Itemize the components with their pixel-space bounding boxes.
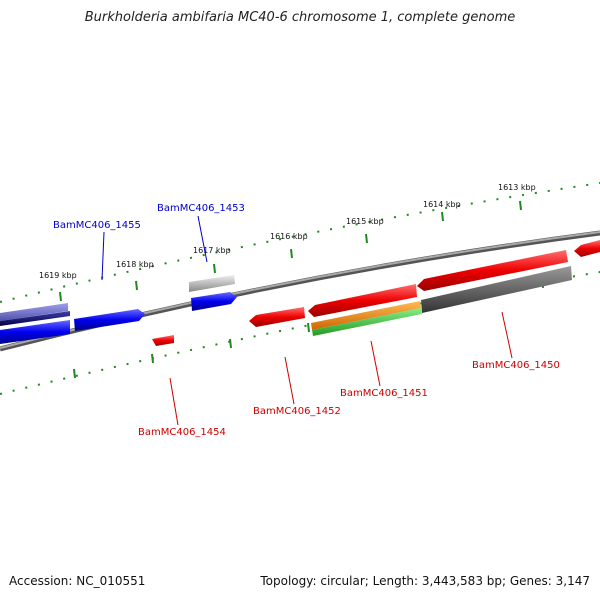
gene-blue-forward-1[interactable] xyxy=(0,320,70,344)
gene-BamMC406_1450[interactable] xyxy=(421,266,572,313)
outer-major-ticks xyxy=(59,200,522,302)
tick-label-1617: 1617 kbp xyxy=(193,246,231,255)
gene-label-1454[interactable]: BamMC406_1454 xyxy=(138,427,226,438)
gene-BamMC406_1454[interactable] xyxy=(152,335,174,346)
gene-label-1451[interactable]: BamMC406_1451 xyxy=(340,388,428,399)
leader-line-1453 xyxy=(197,215,208,263)
gene-label-1453[interactable]: BamMC406_1453 xyxy=(157,203,245,214)
leader-line-1454 xyxy=(169,377,179,426)
gene-label-1450[interactable]: BamMC406_1450 xyxy=(472,360,560,371)
tick-label-1618: 1618 kbp xyxy=(116,260,154,269)
gene-BamMC406_1453-segment[interactable] xyxy=(189,275,235,292)
gene-red-right[interactable] xyxy=(574,240,600,257)
gene-purple-forward[interactable] xyxy=(0,303,68,321)
gene-blue-forward-2[interactable] xyxy=(74,309,145,331)
gene-BamMC406_1452[interactable] xyxy=(249,307,305,327)
tick-label-1615: 1615 kbp xyxy=(346,217,384,226)
gene-label-1455[interactable]: BamMC406_1455 xyxy=(53,220,141,231)
gene-BamMC406_1450-red[interactable] xyxy=(417,250,568,291)
gene-BamMC406_1451-green[interactable] xyxy=(312,308,422,336)
leader-line-1451 xyxy=(370,340,381,387)
tick-label-1613: 1613 kbp xyxy=(498,183,536,192)
tick-label-1616: 1616 kbp xyxy=(270,232,308,241)
gene-BamMC406_1451-top[interactable] xyxy=(308,284,417,317)
leader-line-1450 xyxy=(501,311,513,359)
gene-BamMC406_1453[interactable] xyxy=(191,292,237,311)
tick-label-1619: 1619 kbp xyxy=(39,271,77,280)
leader-line-1452 xyxy=(284,356,295,405)
tick-label-1614: 1614 kbp xyxy=(423,200,461,209)
gene-label-1452[interactable]: BamMC406_1452 xyxy=(253,406,341,417)
genome-stats-text: Topology: circular; Length: 3,443,583 bp… xyxy=(260,574,590,588)
accession-text: Accession: NC_010551 xyxy=(9,574,146,588)
gene-navy-forward[interactable] xyxy=(0,311,70,326)
leader-line-1455 xyxy=(101,231,105,281)
gene-BamMC406_1451-orange[interactable] xyxy=(311,301,421,330)
map-title: Burkholderia ambifaria MC40-6 chromosome… xyxy=(84,10,516,25)
